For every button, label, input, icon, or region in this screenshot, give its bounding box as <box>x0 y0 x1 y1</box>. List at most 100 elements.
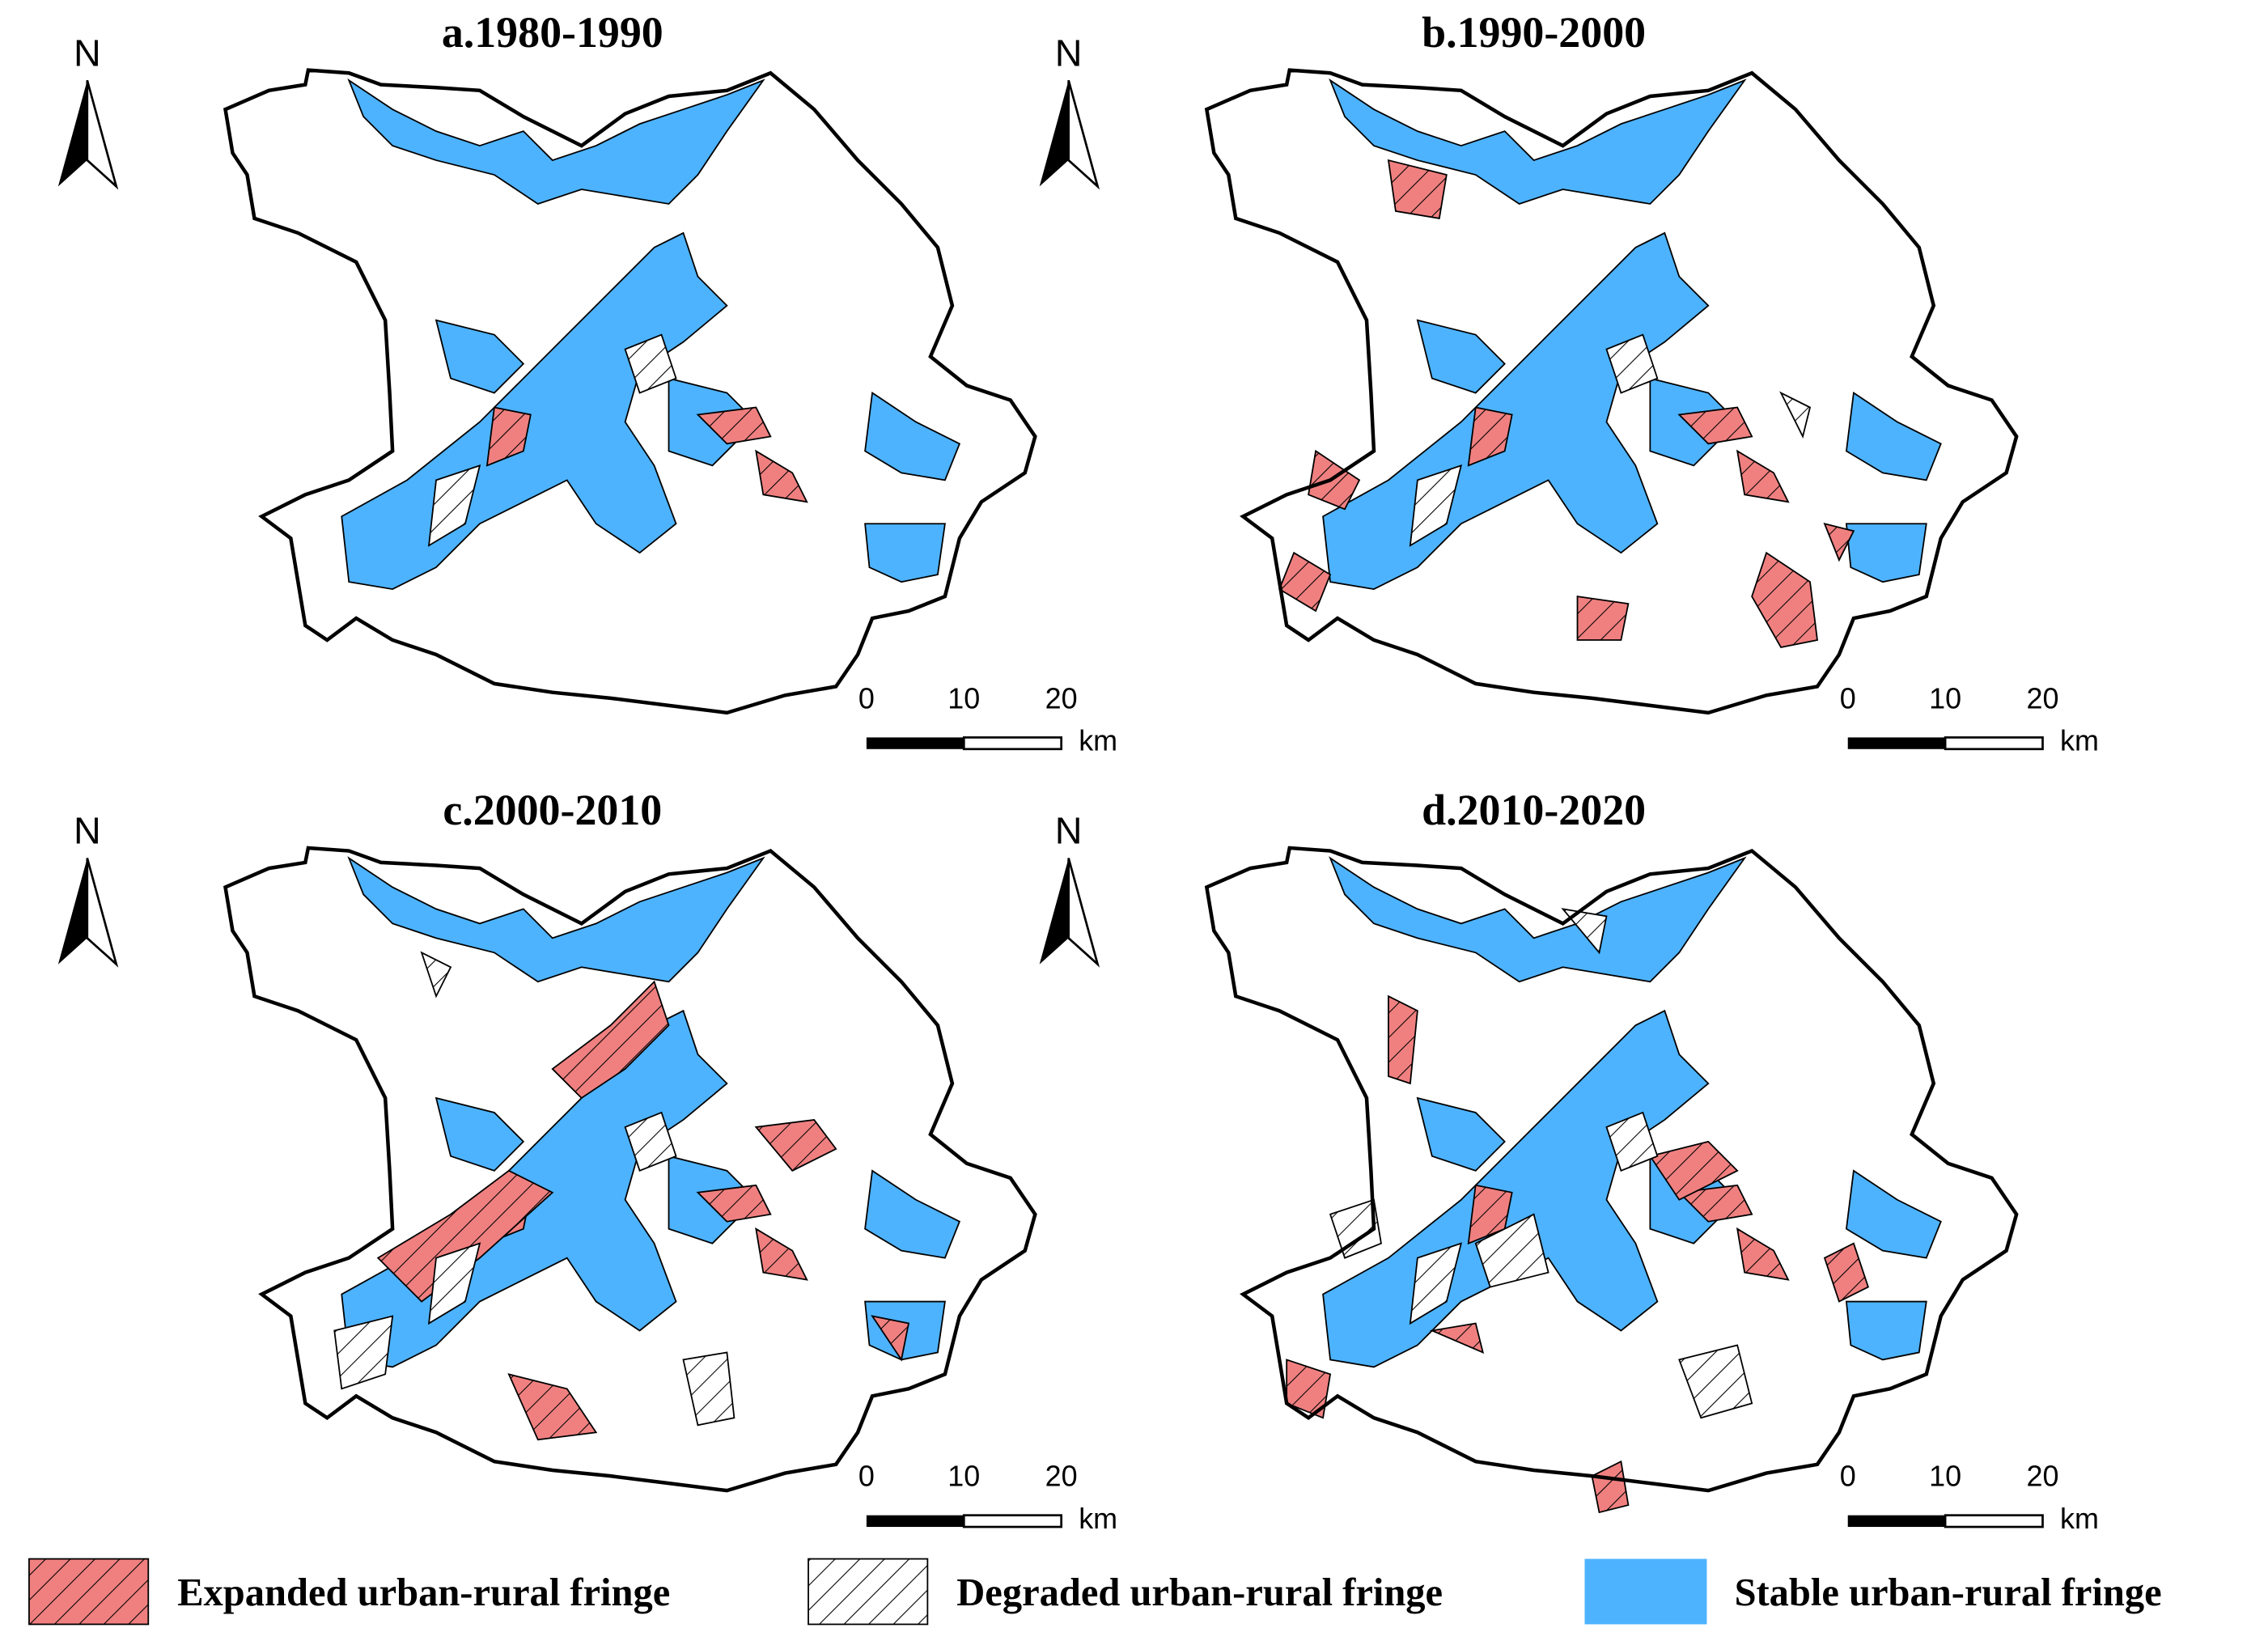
degraded-fringe <box>420 951 452 998</box>
region-outline <box>223 68 1037 715</box>
north-arrow <box>1067 79 1100 190</box>
scale-unit: km <box>2060 724 2099 757</box>
expanded-fringe <box>507 1373 598 1441</box>
stable-fringe <box>1416 1096 1506 1172</box>
legend-label: Stable urban-rural fringe <box>1735 1571 2162 1614</box>
stable-fringe <box>1416 319 1506 394</box>
stable-fringe <box>864 391 961 481</box>
stable-fringe <box>1845 523 1927 583</box>
expanded-fringe <box>755 1227 808 1281</box>
stable-fringe <box>1845 391 1942 481</box>
region-outline <box>1204 68 2019 715</box>
stable-fringe <box>864 1169 961 1259</box>
north-arrow <box>86 858 119 968</box>
expanded-fringe <box>1751 551 1818 648</box>
north-label: N <box>74 32 101 74</box>
panel-title: d.2010-2020 <box>1422 786 1646 834</box>
panel-title: c.2000-2010 <box>443 786 662 834</box>
scale-bar <box>1847 737 1946 749</box>
expanded-fringe <box>1736 1227 1790 1281</box>
scale-label: 10 <box>947 681 980 714</box>
expanded-fringe <box>1286 1359 1332 1419</box>
scale-label: 20 <box>2027 681 2059 714</box>
north-label: N <box>74 810 101 852</box>
expanded-fringe <box>1278 551 1332 613</box>
panel-title: a.1980-1990 <box>442 8 663 57</box>
degraded-fringe <box>333 1315 394 1390</box>
scale-label: 10 <box>1929 1460 1961 1493</box>
degraded-fringe <box>1409 464 1463 547</box>
scale-bar <box>1847 1515 1946 1528</box>
north-arrow <box>1039 80 1069 187</box>
degraded-fringe <box>1561 908 1608 955</box>
degraded-fringe <box>427 464 481 547</box>
scale-label: 20 <box>2027 1460 2059 1493</box>
degraded-fringe <box>624 1111 677 1172</box>
expanded-fringe <box>1677 1184 1753 1223</box>
stable-fringe <box>1845 1300 1927 1361</box>
degraded-fringe <box>682 1351 736 1427</box>
north-arrow <box>1039 858 1069 965</box>
scale-label: 0 <box>858 681 875 714</box>
degraded-fringe <box>1779 391 1812 439</box>
expanded-fringe <box>1388 994 1418 1085</box>
expanded-fringe <box>1576 596 1630 641</box>
expanded-fringe <box>755 449 808 503</box>
expanded-fringe <box>754 1118 837 1172</box>
expanded-fringe <box>1736 449 1790 503</box>
expanded-fringe <box>1648 1140 1739 1201</box>
degraded-fringe <box>1409 1242 1463 1325</box>
scale-unit: km <box>1079 724 1117 757</box>
degraded-fringe <box>1605 333 1659 394</box>
degraded-fringe <box>624 333 677 394</box>
north-arrow <box>1067 858 1100 968</box>
north-label: N <box>1055 810 1083 852</box>
legend-swatch <box>28 1558 150 1626</box>
expanded-fringe <box>1823 522 1855 562</box>
legend-label: Expanded urban-rural fringe <box>177 1571 670 1614</box>
degraded-fringe <box>1474 1213 1549 1288</box>
stable-fringe <box>864 523 946 583</box>
panel-title: b.1990-2000 <box>1422 8 1646 57</box>
expanded-fringe <box>696 1184 772 1223</box>
scale-label: 0 <box>1840 681 1856 714</box>
degraded-fringe <box>427 1242 481 1325</box>
legend-label: Degraded urban-rural fringe <box>956 1571 1443 1614</box>
stable-fringe <box>347 856 765 983</box>
north-arrow <box>57 80 87 187</box>
expanded-fringe <box>376 1169 554 1303</box>
scale-bar <box>866 1515 964 1528</box>
expanded-fringe <box>1387 159 1448 219</box>
stable-fringe <box>1329 78 1747 205</box>
scale-label: 20 <box>1045 1460 1078 1493</box>
scale-unit: km <box>2060 1502 2099 1535</box>
expanded-fringe <box>1823 1242 1869 1303</box>
expanded-fringe <box>696 406 772 445</box>
scale-bar <box>1944 736 2044 751</box>
legend: Expanded urban-rural fringe Degraded urb… <box>28 1558 2162 1626</box>
expanded-fringe <box>1591 1460 1630 1514</box>
stable-fringe <box>435 319 525 394</box>
degraded-fringe <box>1329 1198 1382 1259</box>
expanded-fringe <box>1467 406 1513 467</box>
scale-label: 0 <box>1840 1460 1856 1493</box>
region-outline <box>1204 846 2019 1493</box>
stable-fringe <box>1329 856 1747 983</box>
scale-bar <box>962 1514 1063 1528</box>
stable-fringe <box>1845 1169 1942 1259</box>
scale-label: 0 <box>858 1460 875 1493</box>
region-outline <box>223 846 1037 1493</box>
expanded-fringe <box>485 406 532 467</box>
scale-unit: km <box>1079 1502 1117 1535</box>
expanded-fringe <box>871 1315 910 1362</box>
north-arrow <box>86 79 119 190</box>
scale-label: 20 <box>1045 681 1078 714</box>
expanded-fringe <box>1677 406 1753 445</box>
north-arrow <box>57 858 87 965</box>
stable-fringe <box>435 1096 525 1172</box>
scale-bar <box>962 736 1063 751</box>
